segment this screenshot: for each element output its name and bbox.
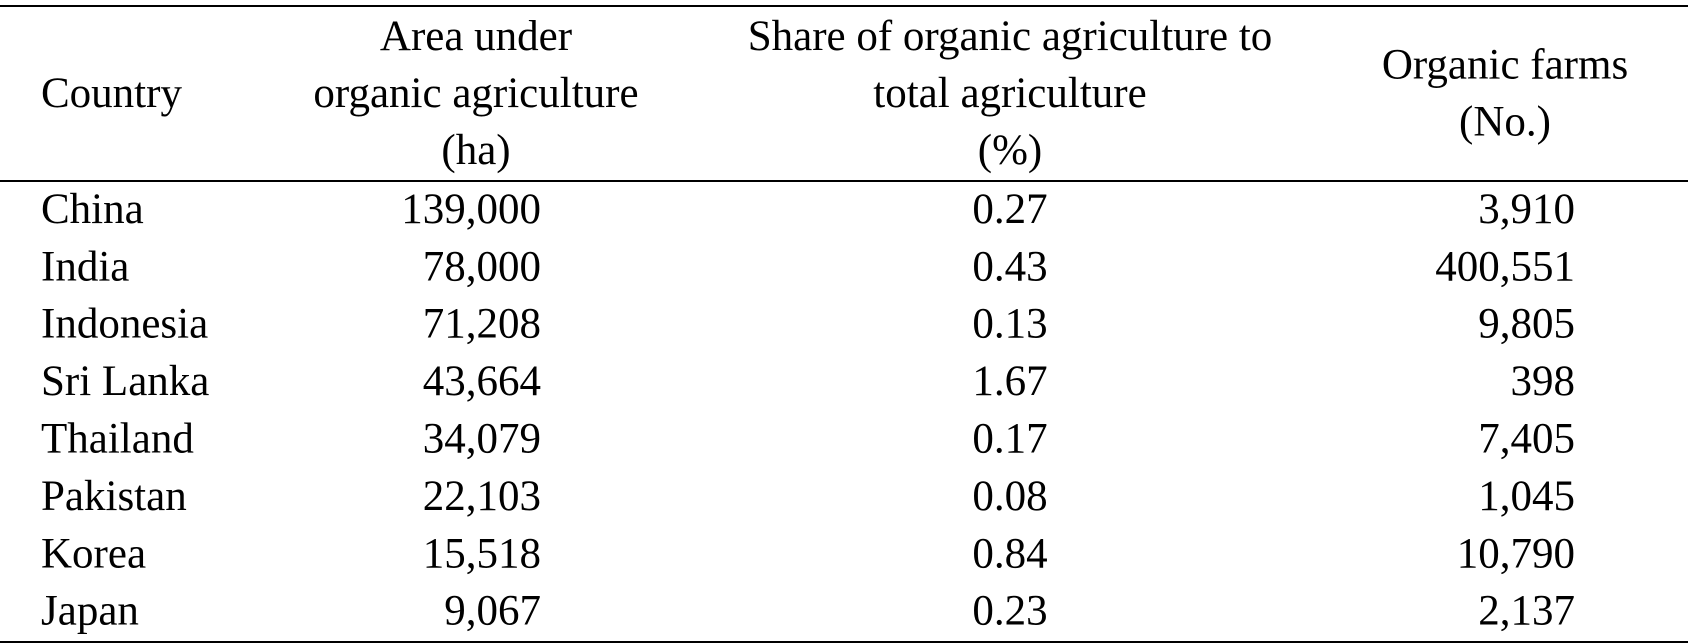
header-cell: Area under (380, 13, 572, 60)
cell: 400,551 (1435, 243, 1575, 290)
cell: 139,000 (401, 186, 541, 233)
cell: 15,518 (423, 530, 541, 577)
cell: 10,790 (1457, 530, 1575, 577)
cell: 1,045 (1478, 473, 1575, 520)
header-cell: Organic farms (1382, 41, 1628, 88)
cell: 9,067 (444, 588, 541, 635)
cell: 398 (1511, 358, 1576, 405)
row-label: Pakistan (41, 473, 187, 520)
row-label: Thailand (41, 415, 194, 462)
row-label: Korea (41, 530, 146, 577)
header-cell: (%) (978, 127, 1042, 174)
header-cell: Country (41, 70, 182, 117)
cell: 43,664 (423, 358, 541, 405)
cell: 71,208 (423, 301, 541, 348)
cell: 1.67 (972, 358, 1047, 405)
row-label: Indonesia (41, 301, 208, 348)
cell: 0.23 (972, 588, 1047, 635)
cell: 34,079 (423, 415, 541, 462)
header-cell: organic agriculture (313, 70, 638, 117)
row-label: India (41, 243, 129, 290)
cell: 7,405 (1478, 415, 1575, 462)
cell: 9,805 (1478, 301, 1575, 348)
cell: 0.27 (972, 186, 1047, 233)
header-cell: Share of organic agriculture to (748, 13, 1273, 60)
cell: 3,910 (1478, 186, 1575, 233)
cell: 0.08 (972, 473, 1047, 520)
cell: 0.43 (972, 243, 1047, 290)
cell: 0.17 (972, 415, 1047, 462)
cell: 2,137 (1478, 588, 1575, 635)
header-cell: (No.) (1459, 98, 1551, 145)
row-label: China (41, 186, 144, 233)
header-cell: total agriculture (873, 70, 1146, 117)
cell: 78,000 (423, 243, 541, 290)
cell: 0.13 (972, 301, 1047, 348)
row-label: Sri Lanka (41, 358, 209, 405)
header-cell: (ha) (441, 127, 510, 174)
row-label: Japan (41, 588, 139, 635)
cell: 0.84 (972, 530, 1047, 577)
cell: 22,103 (423, 473, 541, 520)
